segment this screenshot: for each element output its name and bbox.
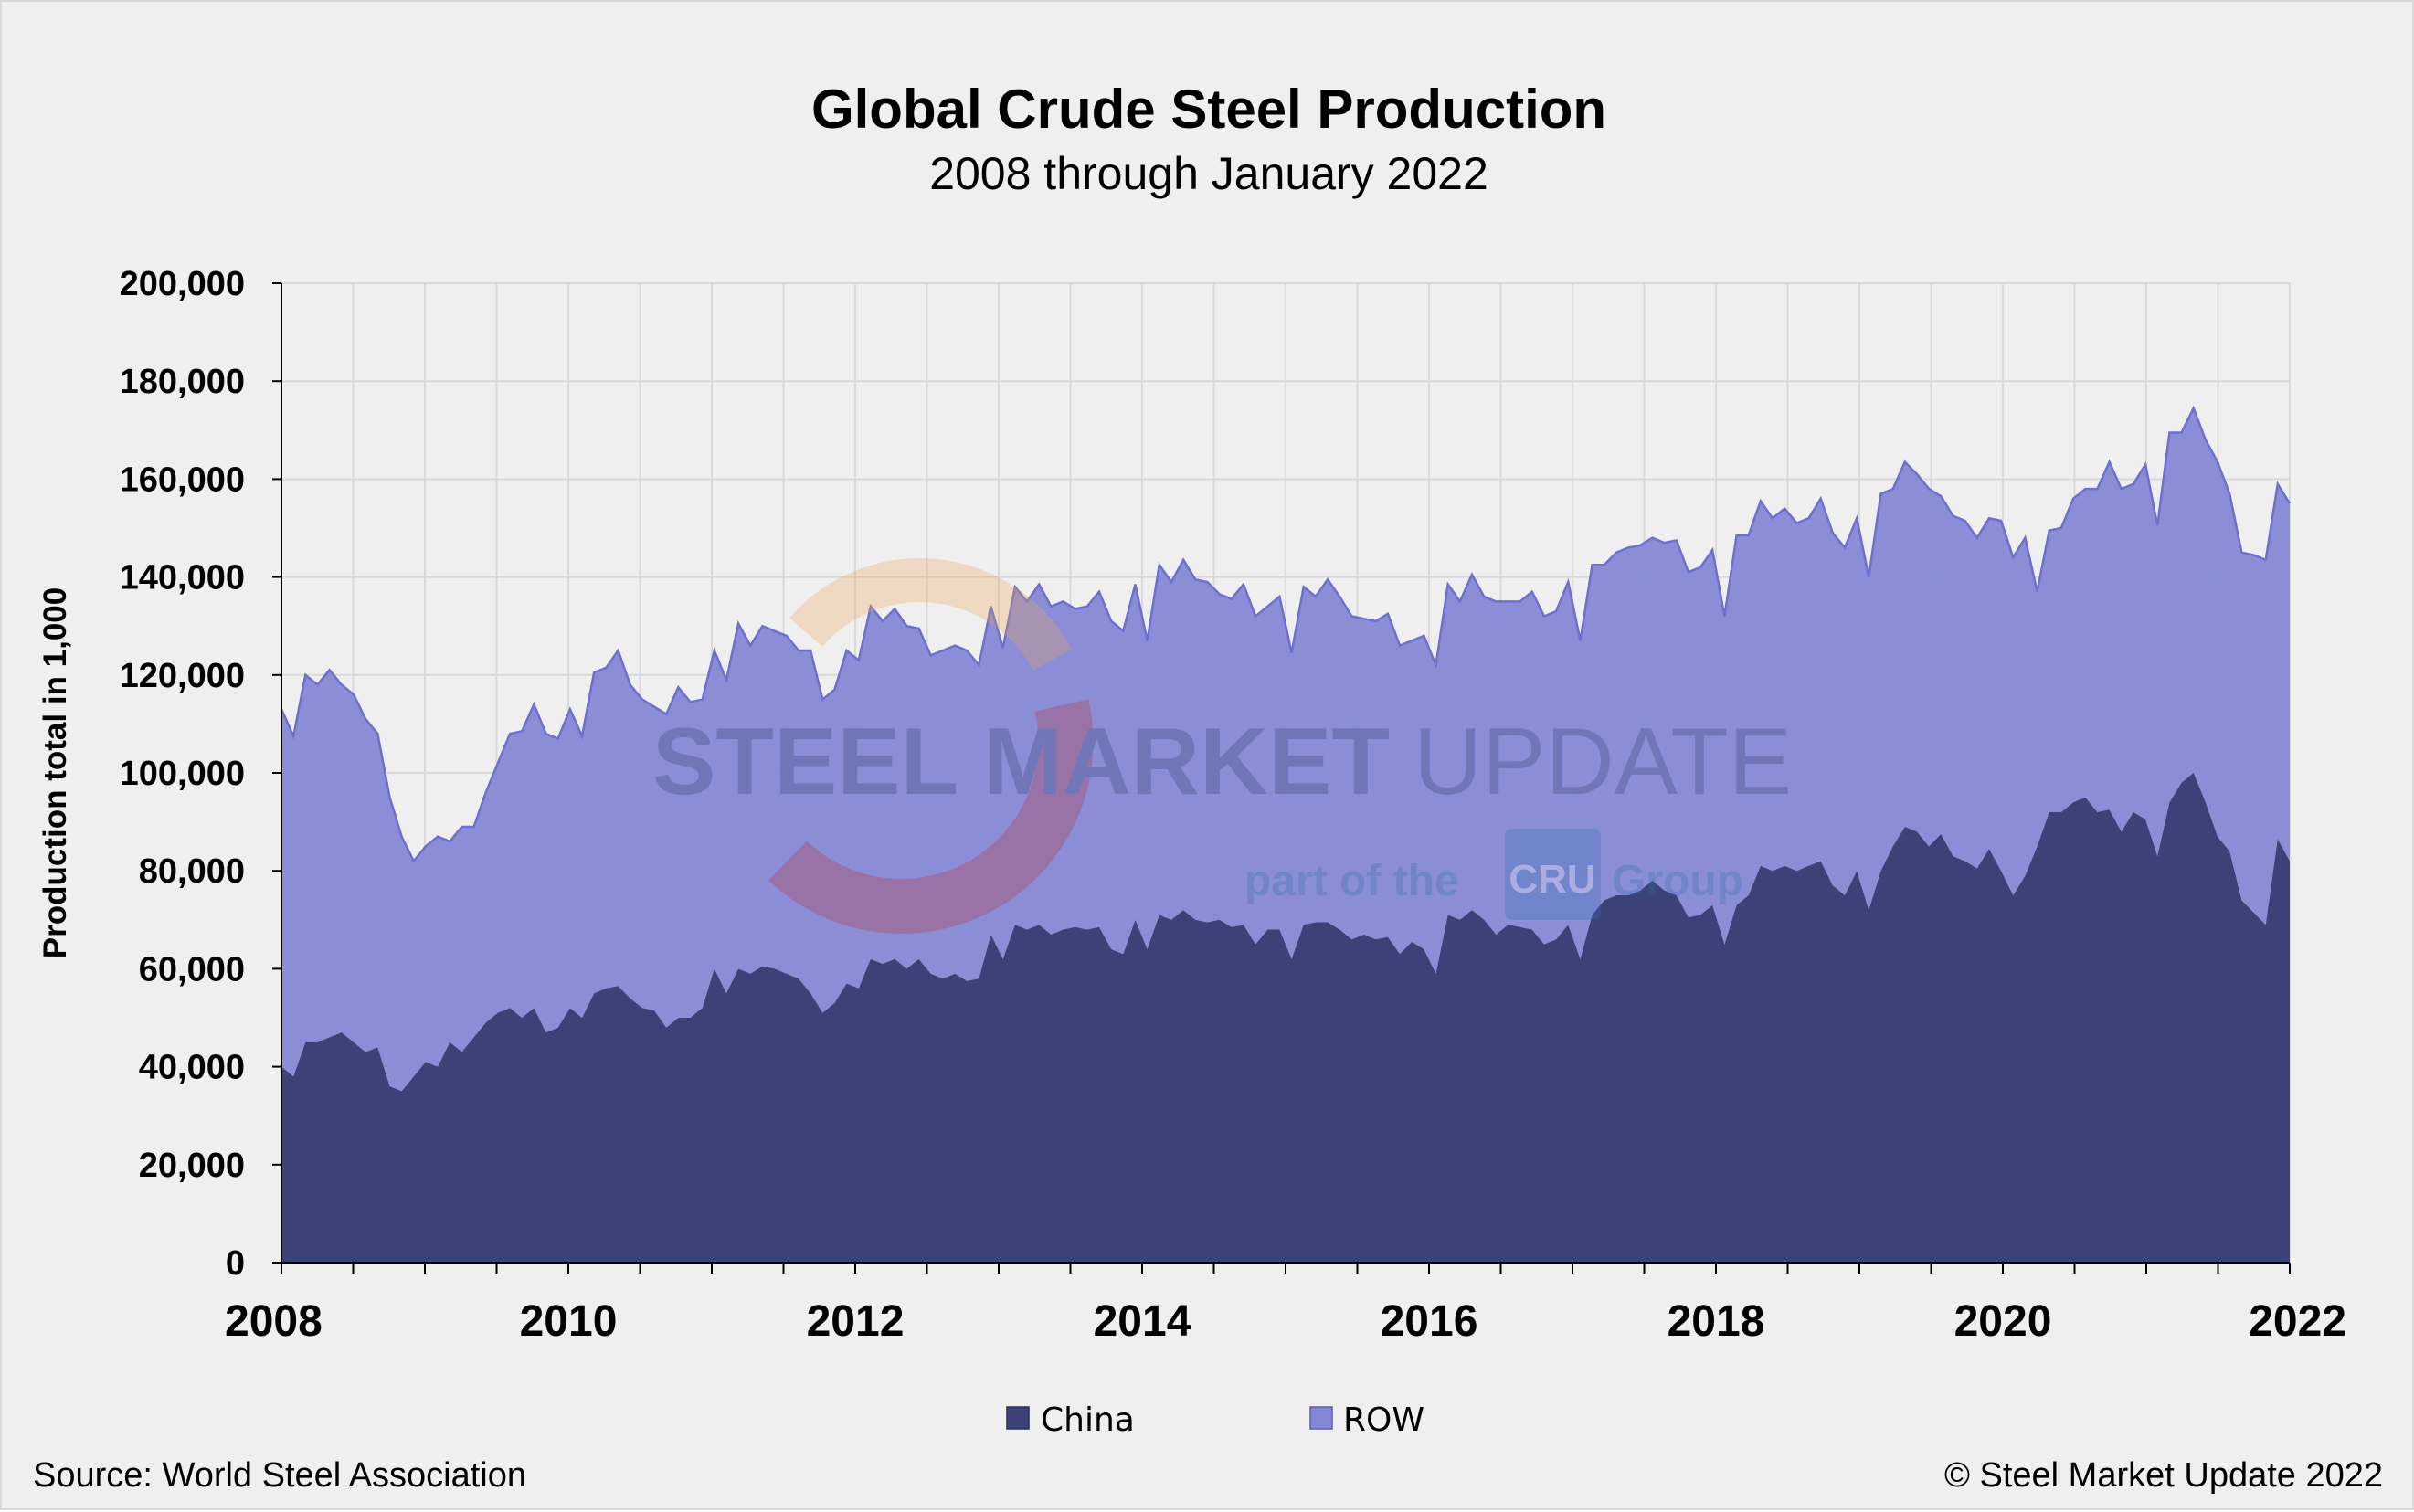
swoosh-orange-icon: [789, 558, 1073, 671]
row-line: [280, 405, 2292, 863]
y-tick-labels: 0 20,000 40,000 60,000 80,000 100,000 120,000 1…: [120, 265, 245, 1283]
watermark-brand-light: UPDATE: [1413, 709, 1792, 815]
watermark-part-of: part of the: [1244, 857, 1459, 905]
cru-badge-icon: [1505, 829, 1601, 920]
area-series: [280, 405, 2292, 1263]
x-tick-label: 2014: [1094, 1297, 1191, 1346]
swoosh-red-icon: [768, 699, 1094, 934]
y-tick-label: 0: [226, 1244, 245, 1283]
x-tick-label: 2020: [1954, 1297, 2052, 1346]
row-area: [281, 407, 2290, 1092]
y-tick-label: 80,000: [139, 852, 245, 891]
y-tick-label: 60,000: [139, 950, 245, 989]
watermark-brand-bold: STEEL MARKET: [652, 709, 1390, 815]
x-tick-label: 2008: [225, 1297, 323, 1346]
y-tick-label: 100,000: [120, 755, 245, 793]
china-area: [281, 773, 2290, 1263]
watermark-logo: STEEL MARKET UPDATE part of the CRU Grou…: [652, 558, 1792, 934]
source-note: Source: World Steel Association: [33, 1456, 526, 1495]
x-tick-label: 2012: [807, 1297, 905, 1346]
y-tick-label: 40,000: [139, 1049, 245, 1087]
y-tick-label: 160,000: [120, 460, 245, 499]
x-tick-label: 2018: [1668, 1297, 1765, 1346]
axes: [272, 282, 2291, 1274]
x-tick-label: 2022: [2249, 1297, 2346, 1346]
watermark-group: Group: [1612, 857, 1743, 905]
legend-label-row: ROW: [1343, 1401, 1424, 1439]
y-tick-label: 140,000: [120, 559, 245, 597]
watermark-badge: CRU: [1509, 857, 1595, 902]
y-tick-label: 200,000: [120, 265, 245, 303]
y-tick-label: 20,000: [139, 1147, 245, 1185]
legend: China ROW: [1006, 1401, 1424, 1439]
copyright-note: © Steel Market Update 2022: [1944, 1456, 2383, 1495]
x-tick-label: 2010: [520, 1297, 618, 1346]
y-tick-label: 180,000: [120, 363, 245, 401]
chart-title: Global Crude Steel Production: [811, 79, 1606, 140]
y-tick-label: 120,000: [120, 657, 245, 695]
x-tick-labels: 2008 2010 2012 2014 2016 2018 2020 2022: [225, 1297, 2346, 1346]
legend-swatch-china: [1006, 1406, 1030, 1430]
legend-label-china: China: [1041, 1401, 1135, 1439]
chart-subtitle: 2008 through January 2022: [929, 148, 1488, 199]
legend-swatch-row: [1309, 1406, 1333, 1430]
y-axis-label: Production total in 1,000: [37, 587, 73, 958]
x-tick-label: 2016: [1381, 1297, 1478, 1346]
